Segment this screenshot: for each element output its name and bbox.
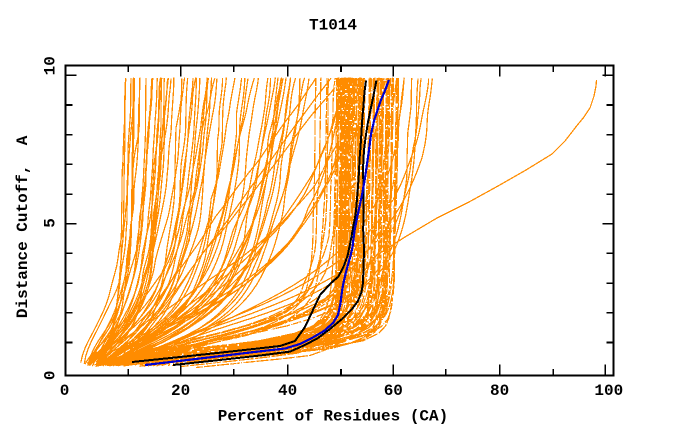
svg-text:0: 0 [42, 370, 60, 380]
svg-text:T1014: T1014 [309, 16, 357, 34]
svg-text:20: 20 [171, 382, 190, 400]
svg-text:40: 40 [278, 382, 297, 400]
svg-text:80: 80 [490, 382, 509, 400]
svg-text:0: 0 [60, 382, 70, 400]
svg-text:10: 10 [42, 56, 60, 75]
svg-text:5: 5 [42, 218, 60, 228]
svg-text:Percent of Residues (CA): Percent of Residues (CA) [218, 408, 448, 426]
svg-text:100: 100 [594, 382, 623, 400]
svg-text:60: 60 [384, 382, 403, 400]
svg-text:Distance Cutoff, A: Distance Cutoff, A [14, 135, 32, 318]
